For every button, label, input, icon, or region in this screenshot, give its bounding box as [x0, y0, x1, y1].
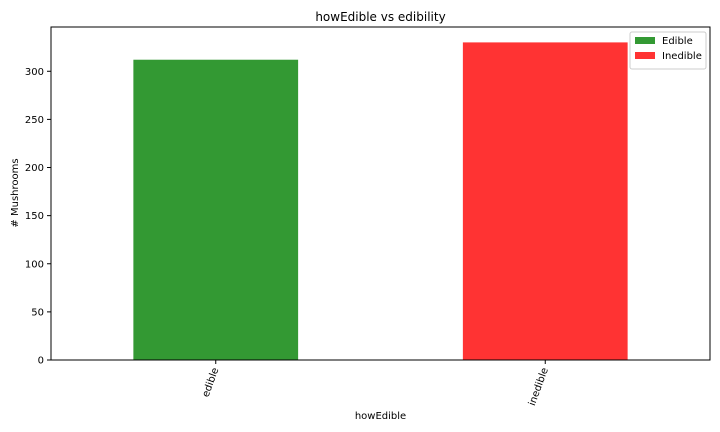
y-axis-label: # Mushrooms: [10, 158, 21, 227]
y-tick-label: 0: [38, 356, 44, 367]
y-tick-label: 300: [25, 67, 44, 78]
plot-frame: [50, 26, 711, 361]
legend-label: Inedible: [662, 51, 702, 62]
legend-swatch: [635, 37, 655, 44]
x-axis: edible inedible: [201, 360, 551, 407]
x-tick-label: inedible: [527, 366, 551, 407]
y-tick-label: 200: [25, 163, 44, 174]
y-tick-label: 50: [31, 307, 44, 318]
chart-title: howEdible vs edibility: [315, 10, 445, 24]
x-tick-label: edible: [201, 366, 222, 398]
legend-swatch: [635, 52, 655, 59]
legend-label: Edible: [662, 36, 693, 47]
bar-inedible: [462, 42, 628, 361]
y-tick-label: 100: [25, 259, 44, 270]
x-axis-label: howEdible: [355, 411, 406, 422]
y-tick-label: 250: [25, 115, 44, 126]
y-axis: 0 50 100 150 200 250 300: [25, 67, 51, 367]
y-tick-label: 150: [25, 211, 44, 222]
bar-edible: [133, 59, 299, 361]
legend: Edible Inedible: [629, 31, 707, 70]
plot-area: [50, 26, 711, 361]
